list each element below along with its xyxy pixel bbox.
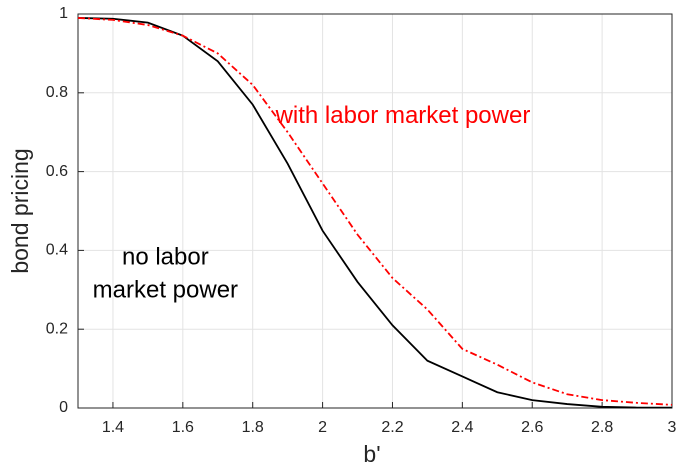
plot-area (78, 14, 672, 408)
x-tick-label: 1.6 (172, 419, 194, 436)
y-tick-label: 0 (59, 399, 68, 416)
x-tick-label: 1.4 (102, 419, 124, 436)
x-tick-label: 2.8 (591, 419, 613, 436)
y-tick-label: 0.4 (46, 242, 68, 259)
annotation: market power (93, 277, 238, 304)
x-tick-label: 2 (318, 419, 327, 436)
x-tick-label: 1.8 (242, 419, 264, 436)
y-tick-label: 0.6 (46, 163, 68, 180)
x-tick-label: 2.4 (451, 419, 473, 436)
y-tick-label: 0.2 (46, 320, 68, 337)
x-axis-label: b' (363, 441, 380, 467)
y-tick-label: 0.8 (46, 84, 68, 101)
y-tick-label: 1 (59, 5, 68, 22)
y-axis-label: bond pricing (7, 148, 33, 273)
series-line (77, 17, 673, 406)
x-tick-label: 3 (668, 419, 677, 436)
x-tick-label: 2.6 (521, 419, 543, 436)
annotation: with labor market power (275, 102, 531, 129)
annotation: no labor (122, 244, 209, 271)
axes-box (77, 13, 673, 409)
x-tick-label: 2.2 (381, 419, 403, 436)
